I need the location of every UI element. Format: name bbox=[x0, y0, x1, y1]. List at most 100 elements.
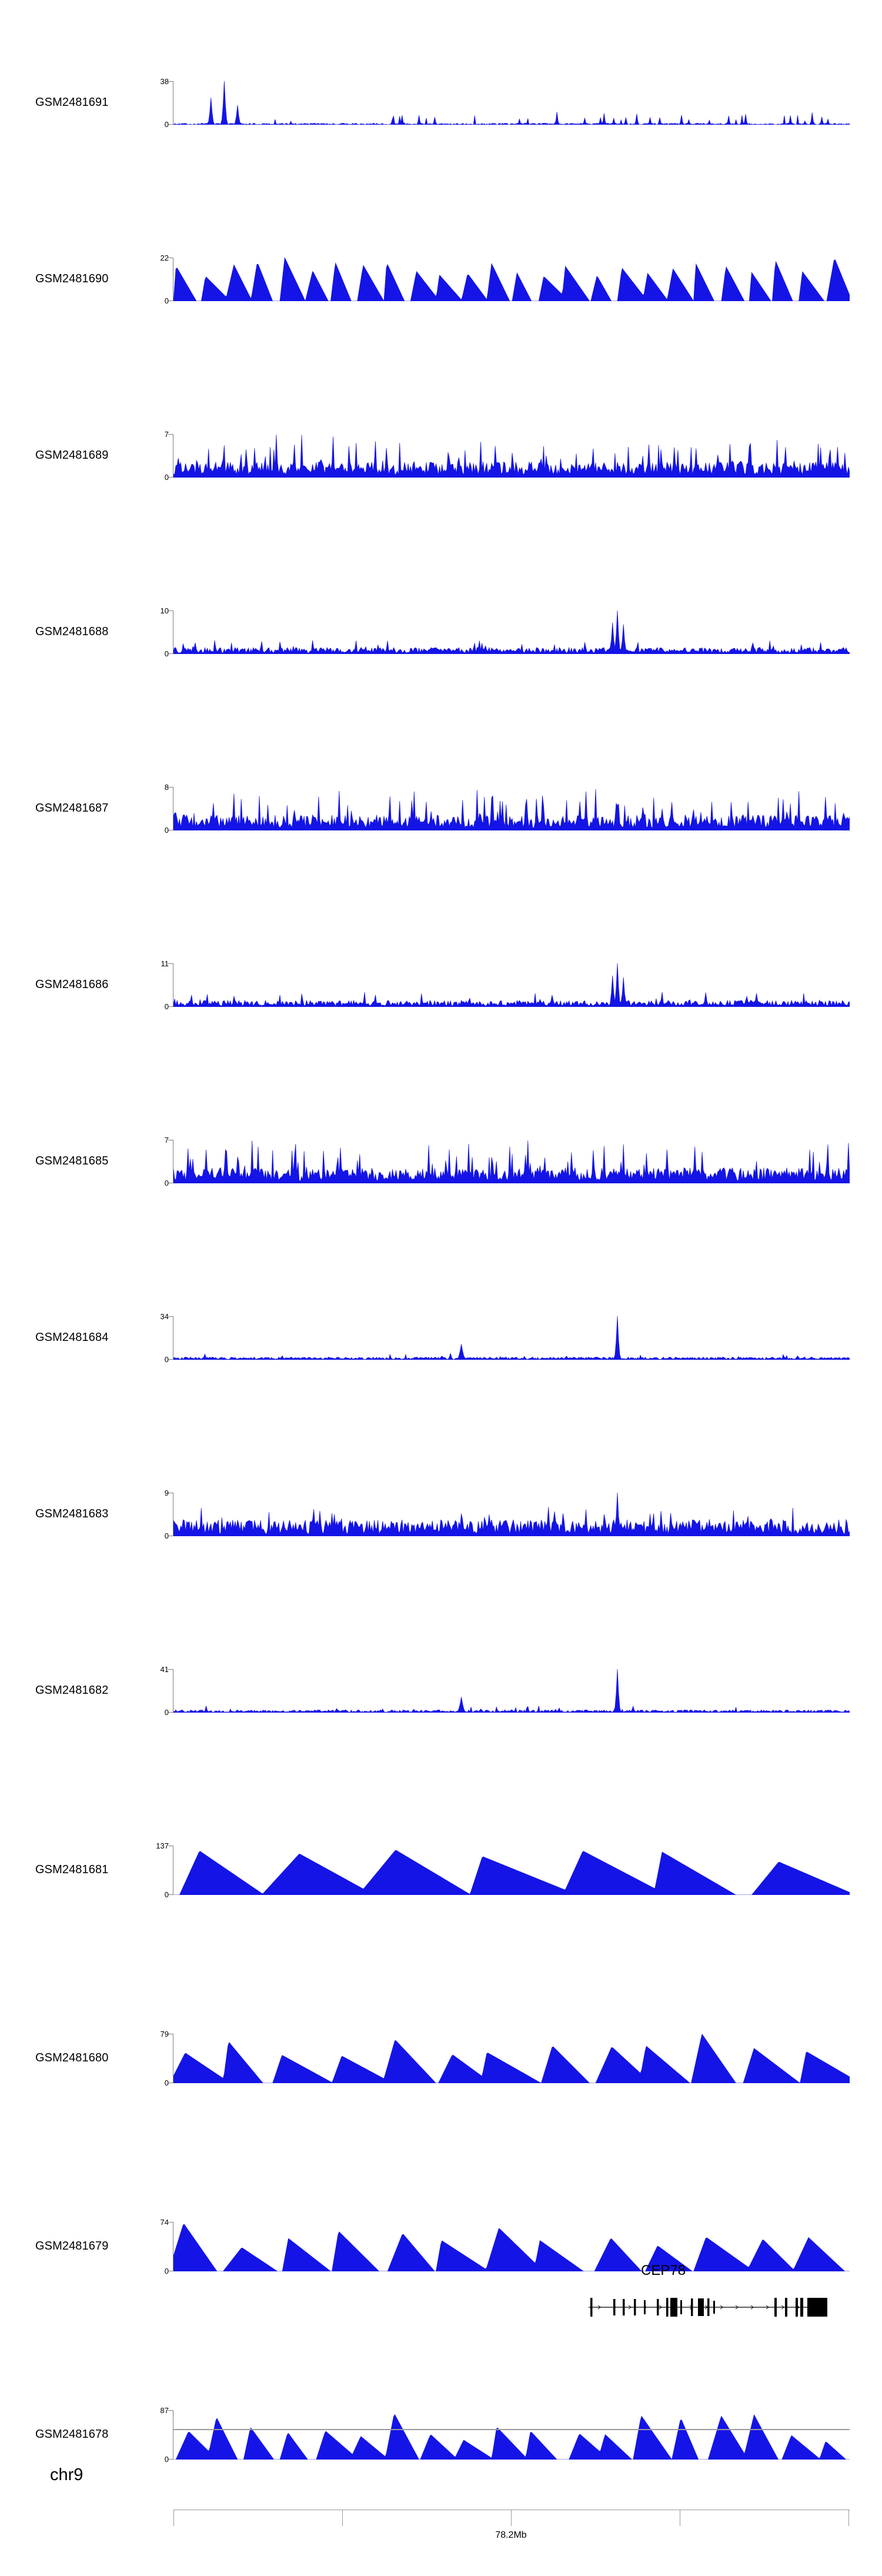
axis-tick-max bbox=[168, 434, 173, 435]
track-signal-plot bbox=[173, 963, 850, 1007]
track-signal-plot bbox=[173, 2034, 850, 2083]
signal-track: GSM2481678 87 0 bbox=[0, 1188, 882, 2463]
axis-min-value: 0 bbox=[164, 120, 169, 129]
axis-min-value: 0 bbox=[164, 649, 169, 658]
axis-max-value: 137 bbox=[156, 1841, 169, 1850]
track-signal-plot bbox=[173, 610, 850, 654]
signal-track: GSM24816761740 bbox=[0, 1376, 882, 1470]
axis-max-value: 8 bbox=[164, 783, 169, 792]
ruler-tick bbox=[848, 2510, 849, 2526]
track-signal-plot bbox=[173, 2222, 850, 2271]
gene-exon bbox=[623, 2299, 625, 2315]
signal-area bbox=[173, 2414, 850, 2460]
signal-track: GSM2481682 41 0 bbox=[0, 817, 882, 1716]
track-signal-plot bbox=[173, 1669, 850, 1713]
axis-max-value: 11 bbox=[161, 959, 169, 968]
strand-arrow bbox=[659, 2305, 662, 2310]
axis-min-value: 0 bbox=[164, 826, 169, 835]
signal-track: GSM2481689 7 0 bbox=[0, 200, 882, 481]
gene-exon bbox=[707, 2298, 710, 2316]
signal-area bbox=[173, 789, 850, 830]
track-label: GSM2481685 bbox=[35, 1154, 109, 1167]
axis-tick-min bbox=[168, 2459, 173, 2460]
signal-track: GSM2481671110 bbox=[0, 1847, 882, 1941]
axis-tick-min bbox=[168, 124, 173, 125]
axis-tick-min bbox=[168, 1006, 173, 1007]
signal-track: GSM2481668110 bbox=[0, 2129, 882, 2223]
strand-arrow bbox=[750, 2305, 754, 2310]
axis-max-value: 79 bbox=[160, 2030, 169, 2038]
axis-min-value: 0 bbox=[164, 1179, 169, 1187]
gene-exon bbox=[634, 2299, 636, 2315]
track-y-axis: 11 0 bbox=[147, 959, 173, 1010]
gene-exon bbox=[590, 2298, 593, 2317]
gene-exon bbox=[698, 2298, 704, 2316]
axis-min-value: 0 bbox=[164, 1355, 169, 1364]
track-label: GSM2481682 bbox=[35, 1684, 109, 1697]
axis-tick-min bbox=[168, 1712, 173, 1713]
track-signal-plot bbox=[173, 81, 850, 125]
signal-track: GSM2481686 11 0 bbox=[0, 465, 882, 1010]
gene-exon bbox=[644, 2300, 646, 2314]
track-signal-plot bbox=[173, 1140, 850, 1183]
signal-area bbox=[173, 1316, 850, 1360]
track-signal-plot bbox=[173, 258, 850, 301]
track-label: GSM2481683 bbox=[35, 1507, 109, 1520]
axis-max-value: 22 bbox=[160, 253, 169, 262]
axis-max-value: 7 bbox=[164, 1136, 169, 1144]
track-signal-plot bbox=[173, 787, 850, 830]
axis-tick-min bbox=[168, 1894, 173, 1895]
track-y-axis: 41 0 bbox=[147, 1666, 173, 1717]
signal-track: GSM2481679 74 0 bbox=[0, 1094, 882, 2275]
ruler-top-line bbox=[173, 2429, 850, 2430]
signal-area bbox=[173, 610, 850, 654]
axis-max-value: 38 bbox=[160, 77, 169, 86]
axis-tick-max bbox=[168, 787, 173, 788]
axis-tick-max bbox=[168, 81, 173, 82]
axis-min-value: 0 bbox=[164, 473, 169, 482]
gene-exon bbox=[807, 2298, 827, 2317]
track-y-axis: 74 0 bbox=[147, 2218, 173, 2275]
track-signal-plot bbox=[173, 434, 850, 478]
axis-min-value: 0 bbox=[164, 1708, 169, 1717]
gene-exon bbox=[691, 2298, 693, 2316]
signal-track: GSM2481673200 bbox=[0, 1659, 882, 1753]
track-signal-plot bbox=[173, 1316, 850, 1360]
axis-max-value: 87 bbox=[160, 2406, 169, 2415]
axis-tick-max bbox=[168, 1669, 173, 1670]
signal-track: GSM2481681 137 0 bbox=[0, 906, 882, 1898]
signal-track: GSM24816701290 bbox=[0, 1941, 882, 2035]
track-label: GSM2481689 bbox=[35, 449, 109, 462]
gene-exon bbox=[800, 2298, 803, 2317]
track-y-axis: 34 0 bbox=[147, 1313, 173, 1364]
signal-track: GSM2481691 38 0 bbox=[0, 24, 882, 128]
coordinate-ruler: 78.2Mb bbox=[173, 2429, 850, 2547]
strand-arrow bbox=[735, 2305, 739, 2310]
signal-track: GSM2481683 9 0 bbox=[0, 729, 882, 1540]
axis-max-value: 7 bbox=[164, 430, 169, 439]
track-label: GSM2481684 bbox=[35, 1331, 109, 1344]
axis-tick-max bbox=[168, 2410, 173, 2411]
track-label: GSM2481688 bbox=[35, 625, 109, 638]
gene-exon bbox=[666, 2298, 669, 2317]
axis-tick-max bbox=[168, 610, 173, 611]
axis-min-value: 0 bbox=[164, 1531, 169, 1540]
strand-arrow bbox=[766, 2305, 769, 2310]
ruler-tick bbox=[511, 2510, 512, 2526]
track-label: GSM2481679 bbox=[35, 2240, 109, 2253]
signal-area bbox=[173, 258, 850, 301]
axis-min-value: 0 bbox=[164, 2455, 169, 2464]
signal-track: GSM2481690 22 0 bbox=[0, 112, 882, 305]
gene-exon bbox=[613, 2299, 616, 2315]
track-signal-plot bbox=[173, 1493, 850, 1536]
track-y-axis: 22 0 bbox=[147, 254, 173, 305]
signal-area bbox=[173, 435, 850, 478]
axis-tick-min bbox=[168, 1359, 173, 1360]
gene-exon bbox=[713, 2301, 715, 2314]
gene-model-glyph bbox=[173, 2284, 850, 2323]
axis-tick-max bbox=[168, 1316, 173, 1317]
strand-arrow bbox=[628, 2305, 632, 2310]
signal-area bbox=[173, 1140, 850, 1183]
